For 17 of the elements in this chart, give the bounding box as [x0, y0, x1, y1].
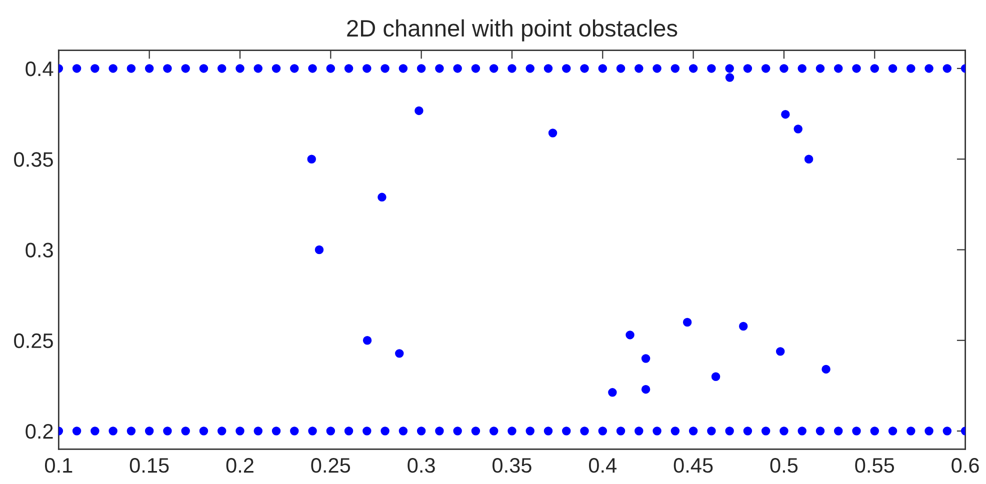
y-tick-label: 0.2: [26, 424, 53, 439]
x-tick-label: 0.25: [311, 458, 350, 473]
x-tick-label: 0.45: [674, 458, 713, 473]
x-tick-label: 0.35: [492, 458, 532, 473]
x-tick-label: 0.6: [952, 458, 979, 473]
y-tick-label: 0.35: [14, 152, 53, 167]
x-tick-label: 0.5: [770, 458, 798, 473]
y-tick-label: 0.4: [26, 61, 54, 76]
y-tick-label: 0.3: [26, 242, 53, 258]
x-tick-label: 0.3: [408, 458, 435, 473]
chart-title: 2D channel with point obstacles: [347, 19, 678, 42]
x-tick-label: 0.2: [226, 458, 254, 473]
x-tick-label: 0.15: [130, 458, 169, 473]
x-tick-label: 0.4: [588, 458, 617, 473]
x-tick-label: 0.55: [855, 458, 894, 473]
x-tick-label: 0.1: [45, 458, 72, 473]
y-tick-label: 0.25: [14, 333, 53, 348]
